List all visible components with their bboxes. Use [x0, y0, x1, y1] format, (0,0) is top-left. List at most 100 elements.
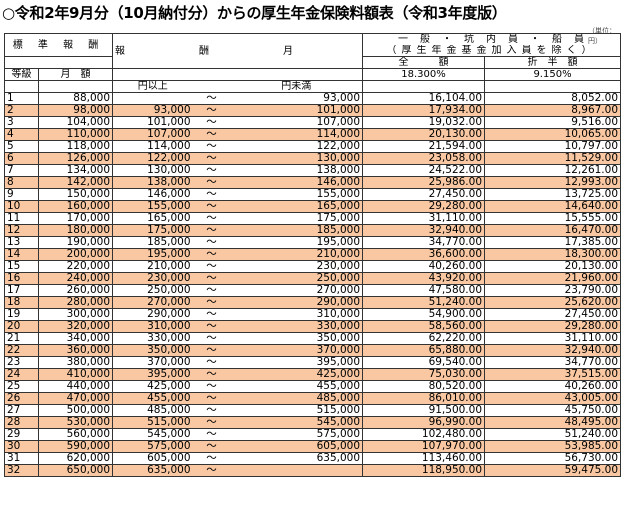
header-monthly: 月 額 [37, 68, 114, 81]
range-min-cell: 101,000 [112, 116, 193, 129]
range-max-cell: 175,000 [230, 212, 364, 225]
half-amount-cell: 8,967.00 [484, 104, 622, 117]
grade-cell: 1 [4, 92, 39, 105]
range-tilde: 〜 [192, 188, 231, 201]
half-amount-cell: 23,790.00 [484, 284, 622, 297]
half-amount-cell: 34,770.00 [484, 356, 622, 369]
page-title: ○令和2年9月分（10月納付分）からの厚生年金保険料額表（令和3年度版） [2, 4, 507, 22]
table-row: 23 380,000 370,000 〜 395,000 69,540.00 34,770.… [4, 356, 622, 369]
range-min-cell: 175,000 [112, 224, 193, 237]
range-max-cell: 605,000 [230, 440, 364, 453]
table-row: 27 500,000 485,000 〜 515,000 91,500.00 45,750.… [4, 404, 622, 417]
range-max-cell: 370,000 [230, 344, 364, 357]
range-max-cell: 195,000 [230, 236, 364, 249]
range-max-cell: 310,000 [230, 308, 364, 321]
range-max-cell: 330,000 [230, 320, 364, 333]
half-amount-cell: 40,260.00 [484, 380, 622, 393]
range-min-cell: 330,000 [112, 332, 193, 345]
monthly-cell: 160,000 [37, 200, 114, 213]
monthly-cell: 500,000 [37, 404, 114, 417]
range-tilde: 〜 [192, 272, 231, 285]
range-max-cell: 250,000 [230, 272, 364, 285]
half-amount-cell: 59,475.00 [484, 464, 622, 477]
half-amount-cell: 29,280.00 [484, 320, 622, 333]
range-tilde: 〜 [192, 368, 231, 381]
grade-cell: 6 [4, 152, 39, 165]
range-min-cell [112, 92, 193, 105]
header-remuneration: 報 酬 月 額 [112, 33, 364, 69]
range-tilde: 〜 [192, 212, 231, 225]
half-amount-cell: 48,495.00 [484, 416, 622, 429]
grade-cell: 12 [4, 224, 39, 237]
range-min-cell: 425,000 [112, 380, 193, 393]
table-row: 6 126,000 122,000 〜 130,000 23,058.00 11,529.0… [4, 152, 622, 165]
range-tilde: 〜 [192, 464, 231, 477]
half-amount-cell: 53,985.00 [484, 440, 622, 453]
half-amount-cell: 56,730.00 [484, 452, 622, 465]
grade-cell: 23 [4, 356, 39, 369]
half-amount-cell: 18,300.00 [484, 248, 622, 261]
table-row: 21 340,000 330,000 〜 350,000 62,220.00 31,110.… [4, 332, 622, 345]
range-tilde: 〜 [192, 248, 231, 261]
range-max-cell: 165,000 [230, 200, 364, 213]
full-amount-cell: 36,600.00 [362, 248, 486, 261]
range-max-cell: 515,000 [230, 404, 364, 417]
header-general-line1: 一 般 ・ 坑 内 員 ・ 船 員 [362, 33, 622, 45]
full-amount-cell: 23,058.00 [362, 152, 486, 165]
range-min-cell: 93,000 [112, 104, 193, 117]
full-amount-cell: 31,110.00 [362, 212, 486, 225]
range-min-cell: 155,000 [112, 200, 193, 213]
monthly-cell: 560,000 [37, 428, 114, 441]
table-row: 30 590,000 575,000 〜 605,000 107,970.00 53,985… [4, 440, 622, 453]
range-tilde: 〜 [192, 116, 231, 129]
header-above: 円以上 [112, 80, 193, 93]
full-amount-cell: 29,280.00 [362, 200, 486, 213]
monthly-cell: 340,000 [37, 332, 114, 345]
range-max-cell: 455,000 [230, 380, 364, 393]
range-tilde: 〜 [192, 320, 231, 333]
monthly-spacer [37, 80, 114, 93]
grade-cell: 32 [4, 464, 39, 477]
monthly-cell: 300,000 [37, 308, 114, 321]
full-amount-cell: 16,104.00 [362, 92, 486, 105]
range-tilde: 〜 [192, 104, 231, 117]
monthly-cell: 410,000 [37, 368, 114, 381]
full-amount-cell: 17,934.00 [362, 104, 486, 117]
range-min-cell: 138,000 [112, 176, 193, 189]
range-min-cell: 485,000 [112, 404, 193, 417]
half-amount-cell: 12,993.00 [484, 176, 622, 189]
table-row: 13 190,000 185,000 〜 195,000 34,770.00 17,385.… [4, 236, 622, 249]
range-max-cell: 101,000 [230, 104, 364, 117]
range-tilde: 〜 [192, 452, 231, 465]
range-max-cell: 545,000 [230, 416, 364, 429]
full-amount-cell: 32,940.00 [362, 224, 486, 237]
range-min-cell: 370,000 [112, 356, 193, 369]
range-tilde: 〜 [192, 140, 231, 153]
full-amount-cell: 47,580.00 [362, 284, 486, 297]
full-amount-cell: 51,240.00 [362, 296, 486, 309]
range-tilde: 〜 [192, 296, 231, 309]
table-row: 4 110,000 107,000 〜 114,000 20,130.00 10,065.0… [4, 128, 622, 141]
grade-cell: 20 [4, 320, 39, 333]
half-amount-cell: 32,940.00 [484, 344, 622, 357]
range-tilde: 〜 [192, 260, 231, 273]
range-max-cell: 575,000 [230, 428, 364, 441]
header-standard-spacer [3, 56, 114, 69]
range-min-cell: 290,000 [112, 308, 193, 321]
range-max-cell: 425,000 [230, 368, 364, 381]
table-row: 3 104,000 101,000 〜 107,000 19,032.00 9,516.00 [4, 116, 622, 129]
range-max-cell: 395,000 [230, 356, 364, 369]
full-amount-cell: 20,130.00 [362, 128, 486, 141]
full-amount-cell: 80,520.00 [362, 380, 486, 393]
grade-cell: 13 [4, 236, 39, 249]
monthly-cell: 110,000 [37, 128, 114, 141]
monthly-cell: 190,000 [37, 236, 114, 249]
table-row: 5 118,000 114,000 〜 122,000 21,594.00 10,797.0… [4, 140, 622, 153]
range-max-cell: 130,000 [230, 152, 364, 165]
range-tilde: 〜 [192, 224, 231, 237]
range-max-cell: 122,000 [230, 140, 364, 153]
range-min-cell: 270,000 [112, 296, 193, 309]
grade-cell: 8 [4, 176, 39, 189]
range-tilde: 〜 [192, 332, 231, 345]
half-spacer [484, 80, 622, 93]
